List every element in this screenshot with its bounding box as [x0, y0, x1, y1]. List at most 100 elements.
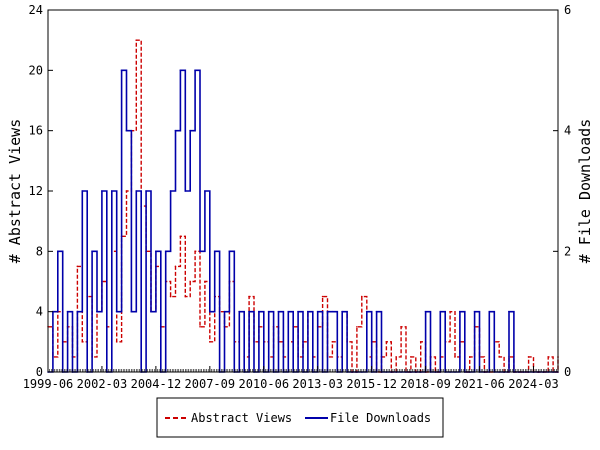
right-axis-tick-label: 0: [564, 365, 571, 379]
data-point: [473, 310, 476, 313]
data-point: [326, 310, 329, 313]
right-axis-title: # File Downloads: [576, 119, 594, 264]
data-point: [527, 356, 530, 358]
data-point: [194, 250, 196, 253]
data-point: [125, 190, 128, 192]
data-point: [331, 341, 334, 343]
x-axis-tick-label: 2021-06: [454, 377, 505, 391]
x-axis-tick-label: 2007-09: [185, 377, 236, 391]
data-point: [179, 69, 182, 72]
data-point: [307, 310, 309, 313]
data-point: [258, 310, 260, 313]
left-axis-tick-label: 12: [29, 184, 43, 198]
data-point: [375, 310, 378, 313]
left-axis-tick-label: 0: [36, 365, 43, 379]
data-point: [238, 310, 241, 313]
data-point: [81, 190, 84, 192]
data-point: [189, 280, 192, 283]
data-point: [385, 341, 388, 343]
data-point: [57, 250, 59, 253]
series-layer: [47, 39, 559, 373]
data-point: [488, 310, 491, 313]
data-point: [287, 310, 290, 313]
right-axis-tick-label: 2: [564, 244, 571, 258]
data-point: [223, 310, 226, 313]
data-point: [316, 310, 319, 313]
data-point: [468, 356, 471, 358]
legend: Abstract Views File Downloads: [156, 397, 444, 438]
right-axis-tick-label: 4: [564, 124, 571, 138]
data-point: [365, 310, 368, 313]
data-point: [459, 310, 461, 313]
data-point: [419, 341, 422, 343]
data-point: [395, 356, 397, 358]
x-axis-tick-label: 2010-06: [238, 377, 289, 391]
data-point: [150, 310, 152, 313]
data-point: [155, 250, 157, 253]
data-point: [174, 265, 177, 268]
data-point: [209, 310, 211, 313]
data-point: [361, 295, 363, 298]
x-axis-tick-label: 2013-03: [292, 377, 343, 391]
left-axis-title: # Abstract Views: [6, 119, 24, 264]
data-point: [184, 295, 187, 298]
legend-box: [156, 397, 444, 438]
data-point: [169, 190, 172, 192]
data-point: [184, 190, 187, 192]
data-point: [179, 235, 182, 238]
data-point: [248, 295, 250, 298]
legend-label-file-downloads: File Downloads: [330, 411, 431, 425]
data-point: [164, 250, 167, 253]
data-point: [400, 325, 402, 328]
data-point: [213, 250, 216, 253]
data-point: [135, 39, 138, 41]
data-point: [189, 129, 192, 132]
data-point: [204, 280, 206, 283]
data-point: [199, 325, 201, 328]
right-axis-tick-label: 6: [564, 3, 571, 17]
data-point: [267, 310, 270, 313]
left-axis-tick-label: 4: [36, 305, 43, 319]
data-point: [96, 310, 98, 313]
data-point: [498, 356, 500, 358]
series-file-downloads: [47, 69, 559, 373]
x-axis-tick-label: 2015-12: [346, 377, 397, 391]
x-axis-tick-label: 2004-12: [131, 377, 182, 391]
data-point: [424, 310, 427, 313]
data-point: [439, 310, 442, 313]
data-point: [174, 129, 177, 132]
data-point: [277, 310, 280, 313]
data-point: [115, 310, 118, 313]
data-point: [199, 250, 201, 253]
data-point: [331, 310, 334, 313]
data-point: [120, 69, 123, 72]
data-point: [194, 69, 196, 72]
data-point: [410, 356, 412, 358]
data-point: [454, 356, 456, 358]
left-axis-tick-label: 24: [29, 3, 43, 17]
x-axis-tick-label: 2018-09: [400, 377, 451, 391]
data-point: [76, 310, 79, 313]
data-point: [66, 310, 69, 313]
data-point: [356, 325, 358, 328]
data-point: [297, 310, 299, 313]
data-point: [248, 310, 250, 313]
data-point: [91, 250, 93, 253]
data-point: [228, 250, 231, 253]
data-point: [110, 190, 113, 192]
left-axis-tick-label: 16: [29, 124, 43, 138]
x-axis-tick-label: 1999-06: [23, 377, 74, 391]
data-point: [209, 341, 211, 343]
data-point: [115, 341, 118, 343]
data-point: [449, 310, 451, 313]
left-axis-tick-label: 8: [36, 244, 43, 258]
data-point: [81, 341, 84, 343]
data-point: [76, 265, 79, 268]
series-line: [48, 69, 558, 373]
data-point: [101, 190, 103, 192]
legend-label-abstract-views: Abstract Views: [191, 411, 292, 425]
data-point: [547, 356, 549, 358]
